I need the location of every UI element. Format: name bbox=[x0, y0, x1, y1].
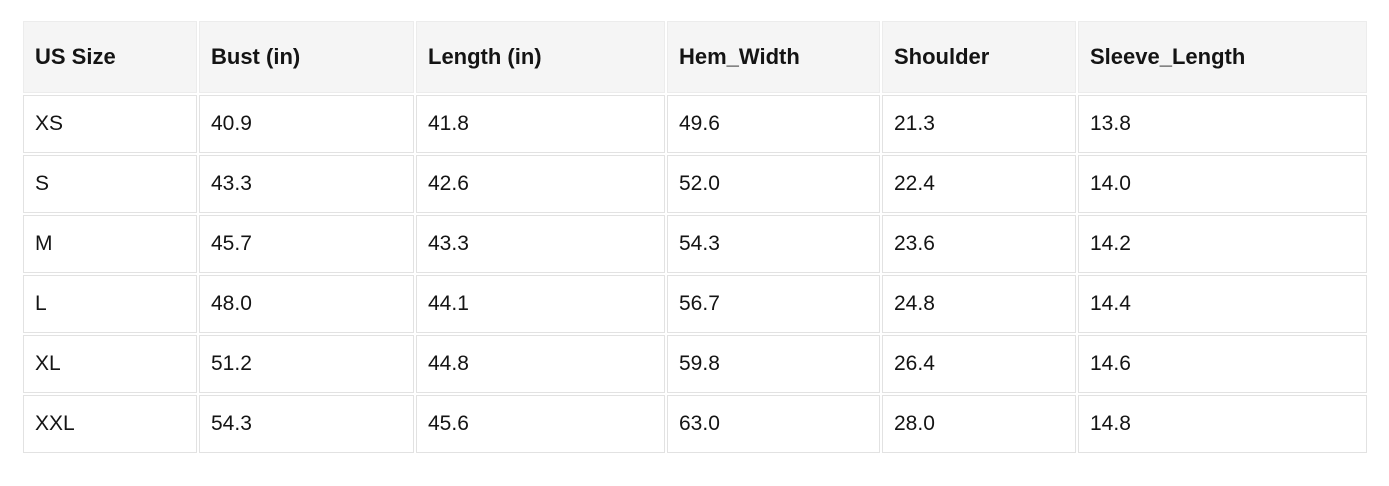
table-cell: 63.0 bbox=[667, 395, 880, 453]
table-row-s: S 43.3 42.6 52.0 22.4 14.0 bbox=[23, 155, 1367, 213]
table-cell: 43.3 bbox=[199, 155, 414, 213]
table-row-xl: XL 51.2 44.8 59.8 26.4 14.6 bbox=[23, 335, 1367, 393]
table-cell: 28.0 bbox=[882, 395, 1076, 453]
table-cell: L bbox=[23, 275, 197, 333]
column-header-length: Length (in) bbox=[416, 21, 665, 93]
size-chart-table: US Size Bust (in) Length (in) Hem_Width … bbox=[21, 19, 1369, 455]
table-row-xs: XS 40.9 41.8 49.6 21.3 13.8 bbox=[23, 95, 1367, 153]
table-cell: 24.8 bbox=[882, 275, 1076, 333]
table-cell: 54.3 bbox=[199, 395, 414, 453]
table-cell: XS bbox=[23, 95, 197, 153]
table-cell: 52.0 bbox=[667, 155, 880, 213]
table-cell: 45.7 bbox=[199, 215, 414, 273]
header-row: US Size Bust (in) Length (in) Hem_Width … bbox=[23, 21, 1367, 93]
table-row-m: M 45.7 43.3 54.3 23.6 14.2 bbox=[23, 215, 1367, 273]
column-header-us-size: US Size bbox=[23, 21, 197, 93]
table-cell: 43.3 bbox=[416, 215, 665, 273]
table-cell: XXL bbox=[23, 395, 197, 453]
table-cell: 41.8 bbox=[416, 95, 665, 153]
table-cell: 44.8 bbox=[416, 335, 665, 393]
table-cell: 48.0 bbox=[199, 275, 414, 333]
table-cell: 56.7 bbox=[667, 275, 880, 333]
table-header: US Size Bust (in) Length (in) Hem_Width … bbox=[23, 21, 1367, 93]
table-cell: 14.2 bbox=[1078, 215, 1367, 273]
table-cell: XL bbox=[23, 335, 197, 393]
table-cell: 59.8 bbox=[667, 335, 880, 393]
table-body: XS 40.9 41.8 49.6 21.3 13.8 S 43.3 42.6 … bbox=[23, 95, 1367, 453]
table-cell: 14.4 bbox=[1078, 275, 1367, 333]
table-cell: M bbox=[23, 215, 197, 273]
table-cell: 14.8 bbox=[1078, 395, 1367, 453]
table-cell: 13.8 bbox=[1078, 95, 1367, 153]
table-cell: 42.6 bbox=[416, 155, 665, 213]
table-cell: 14.0 bbox=[1078, 155, 1367, 213]
column-header-shoulder: Shoulder bbox=[882, 21, 1076, 93]
column-header-hem-width: Hem_Width bbox=[667, 21, 880, 93]
table-cell: 51.2 bbox=[199, 335, 414, 393]
table-cell: 14.6 bbox=[1078, 335, 1367, 393]
table-cell: 21.3 bbox=[882, 95, 1076, 153]
table-cell: 54.3 bbox=[667, 215, 880, 273]
table-cell: 26.4 bbox=[882, 335, 1076, 393]
table-row-xxl: XXL 54.3 45.6 63.0 28.0 14.8 bbox=[23, 395, 1367, 453]
table-cell: S bbox=[23, 155, 197, 213]
table-cell: 45.6 bbox=[416, 395, 665, 453]
table-cell: 23.6 bbox=[882, 215, 1076, 273]
table-cell: 22.4 bbox=[882, 155, 1076, 213]
column-header-bust: Bust (in) bbox=[199, 21, 414, 93]
table-row-l: L 48.0 44.1 56.7 24.8 14.4 bbox=[23, 275, 1367, 333]
column-header-sleeve-length: Sleeve_Length bbox=[1078, 21, 1367, 93]
table-cell: 40.9 bbox=[199, 95, 414, 153]
table-cell: 49.6 bbox=[667, 95, 880, 153]
table-cell: 44.1 bbox=[416, 275, 665, 333]
